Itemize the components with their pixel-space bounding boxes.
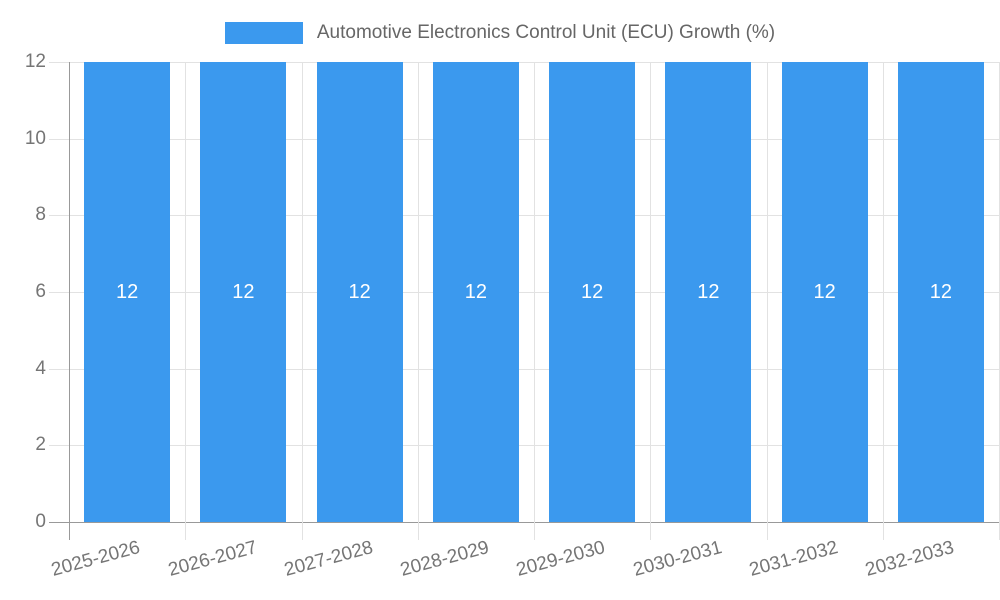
bar-value-label: 12	[348, 281, 371, 303]
legend-swatch-icon	[224, 22, 303, 44]
bar-2027-2028	[316, 62, 403, 522]
y-gridline	[49, 368, 999, 370]
bar-value-label: 12	[464, 281, 487, 303]
bar-2031-2032	[781, 62, 868, 522]
y-axis-tick-label: 10	[24, 127, 46, 149]
x-axis-tick-label: 2032-2033	[863, 537, 957, 581]
y-axis-tick-label: 8	[35, 204, 46, 226]
bar-2030-2031	[665, 62, 752, 522]
bar-2025-2026	[84, 62, 171, 522]
bar-2028-2029	[432, 62, 519, 522]
bar-value-label: 12	[813, 281, 836, 303]
bar-2032-2033	[897, 62, 984, 522]
x-gridline	[417, 62, 419, 540]
y-gridline	[49, 62, 999, 63]
chart-legend: Automotive Electronics Control Unit (ECU…	[0, 18, 1000, 48]
x-axis-tick-label: 2028-2029	[398, 537, 492, 581]
y-gridline	[49, 445, 999, 447]
chart-title: Automotive Electronics Control Unit (ECU…	[316, 22, 776, 43]
x-gridline	[766, 62, 768, 540]
bar-value-label: 12	[697, 281, 720, 303]
bar-value-label: 12	[581, 281, 604, 303]
x-axis-line	[49, 522, 999, 523]
bar-value-label: 12	[232, 281, 255, 303]
y-axis-line	[69, 62, 70, 540]
bar-value-label: 12	[116, 281, 139, 303]
y-axis-tick-label: 0	[35, 511, 46, 532]
legend-item-ecu-growth[interactable]: Automotive Electronics Control Unit (ECU…	[224, 22, 776, 44]
y-gridline	[49, 292, 999, 293]
y-axis-tick-label: 12	[24, 51, 46, 72]
x-gridline	[185, 62, 187, 540]
x-gridline	[882, 62, 884, 540]
bar-value-label: 12	[929, 281, 952, 303]
x-axis-tick-label: 2026-2027	[165, 537, 259, 581]
x-axis-tick-label: 2031-2032	[746, 537, 841, 581]
y-axis-tick-label: 6	[35, 281, 46, 302]
x-gridline	[534, 62, 535, 540]
y-gridline	[49, 215, 999, 217]
x-axis-tick-label: 2027-2028	[281, 537, 376, 581]
x-axis-tick-label: 2025-2026	[49, 537, 143, 581]
x-axis-tick-label: 2029-2030	[514, 537, 608, 581]
x-gridline	[650, 62, 652, 540]
y-axis-tick-label: 2	[35, 434, 46, 456]
y-axis-tick-label: 4	[35, 357, 46, 379]
x-gridline	[301, 62, 303, 540]
bar-2026-2027	[200, 62, 287, 522]
x-axis-tick-label: 2030-2031	[630, 537, 724, 581]
y-gridline	[49, 138, 999, 140]
bar-2029-2030	[549, 62, 636, 522]
